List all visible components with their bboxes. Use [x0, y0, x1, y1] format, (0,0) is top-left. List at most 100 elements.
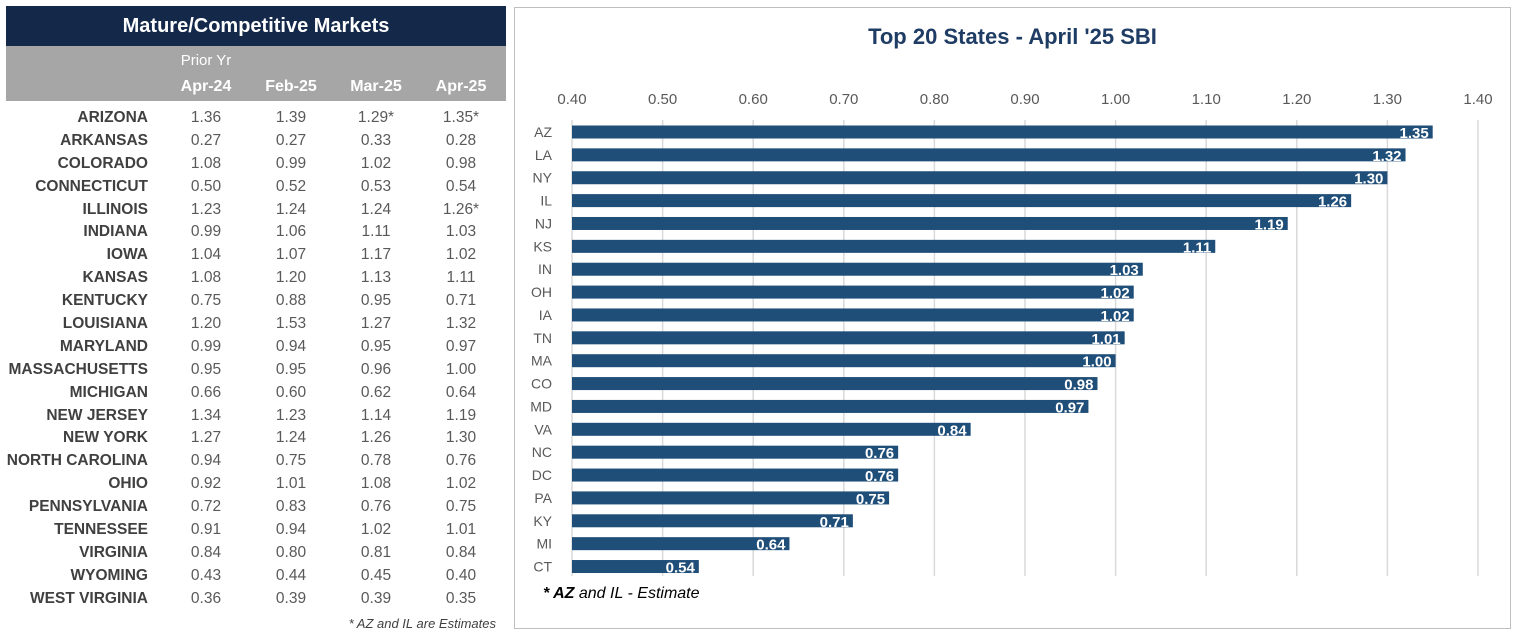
table-cell: 0.52 [275, 177, 307, 195]
state-name: TENNESSEE [54, 521, 148, 539]
category-label: CO [531, 376, 552, 392]
sbi-table: Mature/Competitive Markets Prior Yr Apr-… [6, 6, 506, 634]
bar [572, 148, 1406, 162]
table-cell: 0.99 [190, 223, 222, 241]
table-row: NEW JERSEY 1.34 1.23 1.14 1.19 [6, 405, 506, 428]
category-label: VA [534, 421, 552, 437]
column-header: Apr-24 [180, 78, 232, 95]
bar [572, 308, 1134, 322]
data-label: 0.54 [666, 560, 696, 577]
table-cell: 0.40 [445, 566, 477, 584]
table-row: ARKANSAS 0.27 0.27 0.33 0.28 [6, 130, 506, 153]
table-cell: 1.24 [275, 200, 307, 218]
x-tick-label: 0.60 [739, 91, 768, 108]
state-name: MASSACHUSETTS [8, 360, 148, 378]
column-header: Feb-25 [265, 78, 317, 95]
table-cell: 0.97 [445, 337, 477, 355]
table-cell: 0.95 [360, 337, 392, 355]
data-label: 1.30 [1354, 171, 1383, 188]
table-cell: 1.08 [360, 475, 392, 493]
table-footnote: * AZ and IL are Estimates [348, 616, 496, 631]
chart-footnote-text: and IL - Estimate [578, 585, 700, 602]
x-tick-label: 0.80 [920, 91, 949, 108]
x-tick-label: 1.00 [1101, 91, 1130, 108]
table-cell: 1.13 [360, 269, 392, 287]
category-label: PA [534, 490, 552, 506]
x-tick-label: 0.40 [557, 91, 586, 108]
bar-chart: 0.40 0.50 0.60 0.70 0.80 0.90 1.00 1.10 1.20 1.30… [530, 91, 1492, 577]
table-row: KENTUCKY 0.75 0.88 0.95 0.71 [6, 290, 506, 313]
data-label: 1.11 [1183, 239, 1211, 256]
bar [572, 262, 1143, 276]
data-label: 0.98 [1064, 377, 1093, 394]
x-tick-label: 0.70 [829, 91, 858, 108]
state-name: ARKANSAS [60, 131, 148, 149]
data-label: 1.00 [1082, 354, 1111, 371]
bar [572, 560, 699, 574]
table-cell: 0.94 [275, 521, 307, 539]
table-cell: 0.62 [360, 383, 392, 401]
table-cell: 1.29* [357, 109, 395, 126]
table-cell: 1.35* [442, 109, 480, 126]
table-cell: 0.99 [190, 337, 222, 355]
x-tick-label: 0.50 [648, 91, 677, 108]
category-label: MA [531, 353, 553, 369]
table-cell: 0.95 [360, 292, 392, 310]
data-label: 0.97 [1055, 399, 1084, 416]
data-label: 1.02 [1101, 285, 1130, 302]
table-cell: 1.11 [446, 269, 476, 287]
table-cell: 1.17 [360, 246, 392, 264]
state-name: OHIO [108, 475, 148, 493]
table-cell: 0.91 [190, 521, 222, 539]
table-title: Mature/Competitive Markets [6, 6, 506, 46]
bar [572, 354, 1116, 368]
table-row: TENNESSEE 0.91 0.94 1.02 1.01 [6, 519, 506, 542]
table-row: CONNECTICUT 0.50 0.52 0.53 0.54 [6, 176, 506, 199]
table-cell: 1.01 [275, 475, 307, 493]
prior-year-label: Prior Yr [180, 52, 232, 69]
bar [572, 422, 971, 436]
table-cell: 1.34 [190, 406, 222, 424]
table-row: VIRGINIA 0.84 0.80 0.81 0.84 [6, 542, 506, 565]
state-name: PENNSYLVANIA [28, 498, 148, 516]
bar [572, 194, 1352, 208]
state-name: MARYLAND [59, 337, 148, 355]
bar [572, 216, 1288, 230]
table-cell: 0.94 [190, 452, 222, 470]
table-cell: 1.02 [445, 475, 477, 493]
state-name: ARIZONA [77, 109, 148, 126]
category-label: MD [530, 398, 552, 414]
table-cell: 0.64 [445, 383, 477, 401]
table-cell: 0.43 [190, 566, 222, 584]
table-cell: 0.99 [275, 154, 307, 172]
table-cell: 0.80 [275, 543, 307, 561]
category-label: DC [532, 467, 552, 483]
bar [572, 445, 899, 459]
table-cell: 1.00 [445, 360, 477, 378]
table-cell: 0.94 [275, 337, 307, 355]
table-row: PENNSYLVANIA 0.72 0.83 0.76 0.75 [6, 496, 506, 519]
column-header: Mar-25 [350, 78, 402, 95]
category-label: TN [533, 330, 552, 346]
category-label: OH [531, 284, 552, 300]
table-cell: 1.03 [445, 223, 477, 241]
table-row: INDIANA 0.99 1.06 1.11 1.03 [6, 221, 506, 244]
category-label: CT [533, 559, 552, 575]
table-cell: 1.08 [190, 154, 222, 172]
category-label: IL [540, 193, 552, 209]
table-cell: 1.19 [445, 406, 477, 424]
table-row: COLORADO 1.08 0.99 1.02 0.98 [6, 153, 506, 176]
table-row: KANSAS 1.08 1.20 1.13 1.11 [6, 267, 506, 290]
category-label: AZ [534, 124, 552, 140]
table-cell: 1.26 [360, 429, 392, 447]
table-cell: 0.88 [275, 292, 307, 310]
table-cell: 0.39 [360, 589, 392, 607]
data-label: 1.03 [1110, 262, 1139, 279]
chart-footnote: * AZ and IL - Estimate [543, 585, 700, 603]
table-cell: 1.06 [275, 223, 307, 241]
table-cell: 0.66 [190, 383, 222, 401]
data-label: 1.32 [1372, 148, 1401, 165]
table-cell: 0.33 [360, 131, 392, 149]
state-name: MICHIGAN [69, 383, 148, 401]
state-name: VIRGINIA [79, 543, 148, 561]
